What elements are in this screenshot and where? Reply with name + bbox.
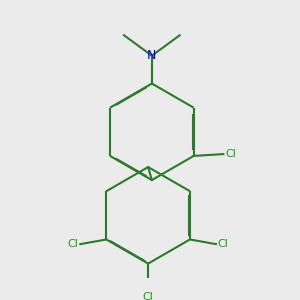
Text: Cl: Cl xyxy=(225,149,236,159)
Text: Cl: Cl xyxy=(143,292,154,300)
Text: Cl: Cl xyxy=(218,239,229,249)
Text: N: N xyxy=(147,49,157,62)
Text: Cl: Cl xyxy=(68,239,79,249)
